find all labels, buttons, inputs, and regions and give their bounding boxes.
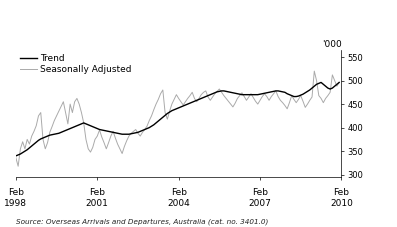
Text: Source: Overseas Arrivals and Departures, Australia (cat. no. 3401.0): Source: Overseas Arrivals and Departures…: [16, 218, 268, 225]
Text: Feb
2004: Feb 2004: [167, 188, 190, 207]
Text: Feb
1998: Feb 1998: [4, 188, 27, 207]
Text: Feb
2010: Feb 2010: [330, 188, 353, 207]
Legend: Trend, Seasonally Adjusted: Trend, Seasonally Adjusted: [20, 54, 132, 74]
Text: '000: '000: [322, 40, 341, 49]
Text: Feb
2007: Feb 2007: [249, 188, 272, 207]
Text: Feb
2001: Feb 2001: [86, 188, 109, 207]
